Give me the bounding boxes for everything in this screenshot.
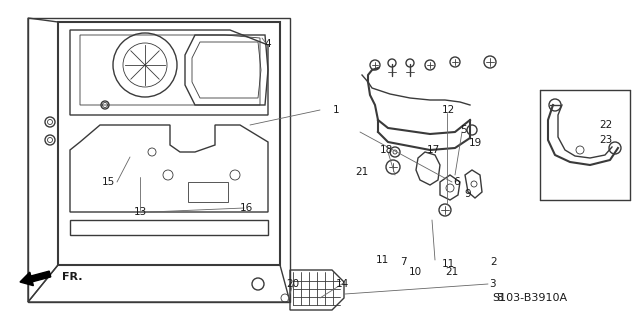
Text: FR.: FR. [62,272,83,282]
Text: 17: 17 [426,145,440,155]
Text: 23: 23 [600,135,612,145]
Text: 2: 2 [491,257,497,267]
Text: 3: 3 [489,279,495,289]
Text: 19: 19 [468,138,482,148]
Text: 4: 4 [265,39,271,49]
Text: 18: 18 [380,145,392,155]
Text: 21: 21 [355,167,369,177]
Text: 1: 1 [333,105,339,115]
Text: 8: 8 [497,293,503,303]
Text: S103-B3910A: S103-B3910A [492,293,568,303]
Text: 6: 6 [454,177,460,187]
Text: 13: 13 [133,207,147,217]
Text: 16: 16 [239,203,253,213]
Text: 12: 12 [442,105,454,115]
Text: 21: 21 [445,267,459,277]
Text: 9: 9 [465,189,471,199]
Text: 22: 22 [600,120,612,130]
Text: 10: 10 [408,267,422,277]
Text: 20: 20 [287,279,300,289]
FancyArrow shape [20,271,51,286]
Text: 14: 14 [335,279,349,289]
Text: 11: 11 [376,255,388,265]
Text: 7: 7 [400,257,406,267]
Text: 15: 15 [101,177,115,187]
Text: 5: 5 [460,125,467,135]
Text: 11: 11 [442,259,454,269]
